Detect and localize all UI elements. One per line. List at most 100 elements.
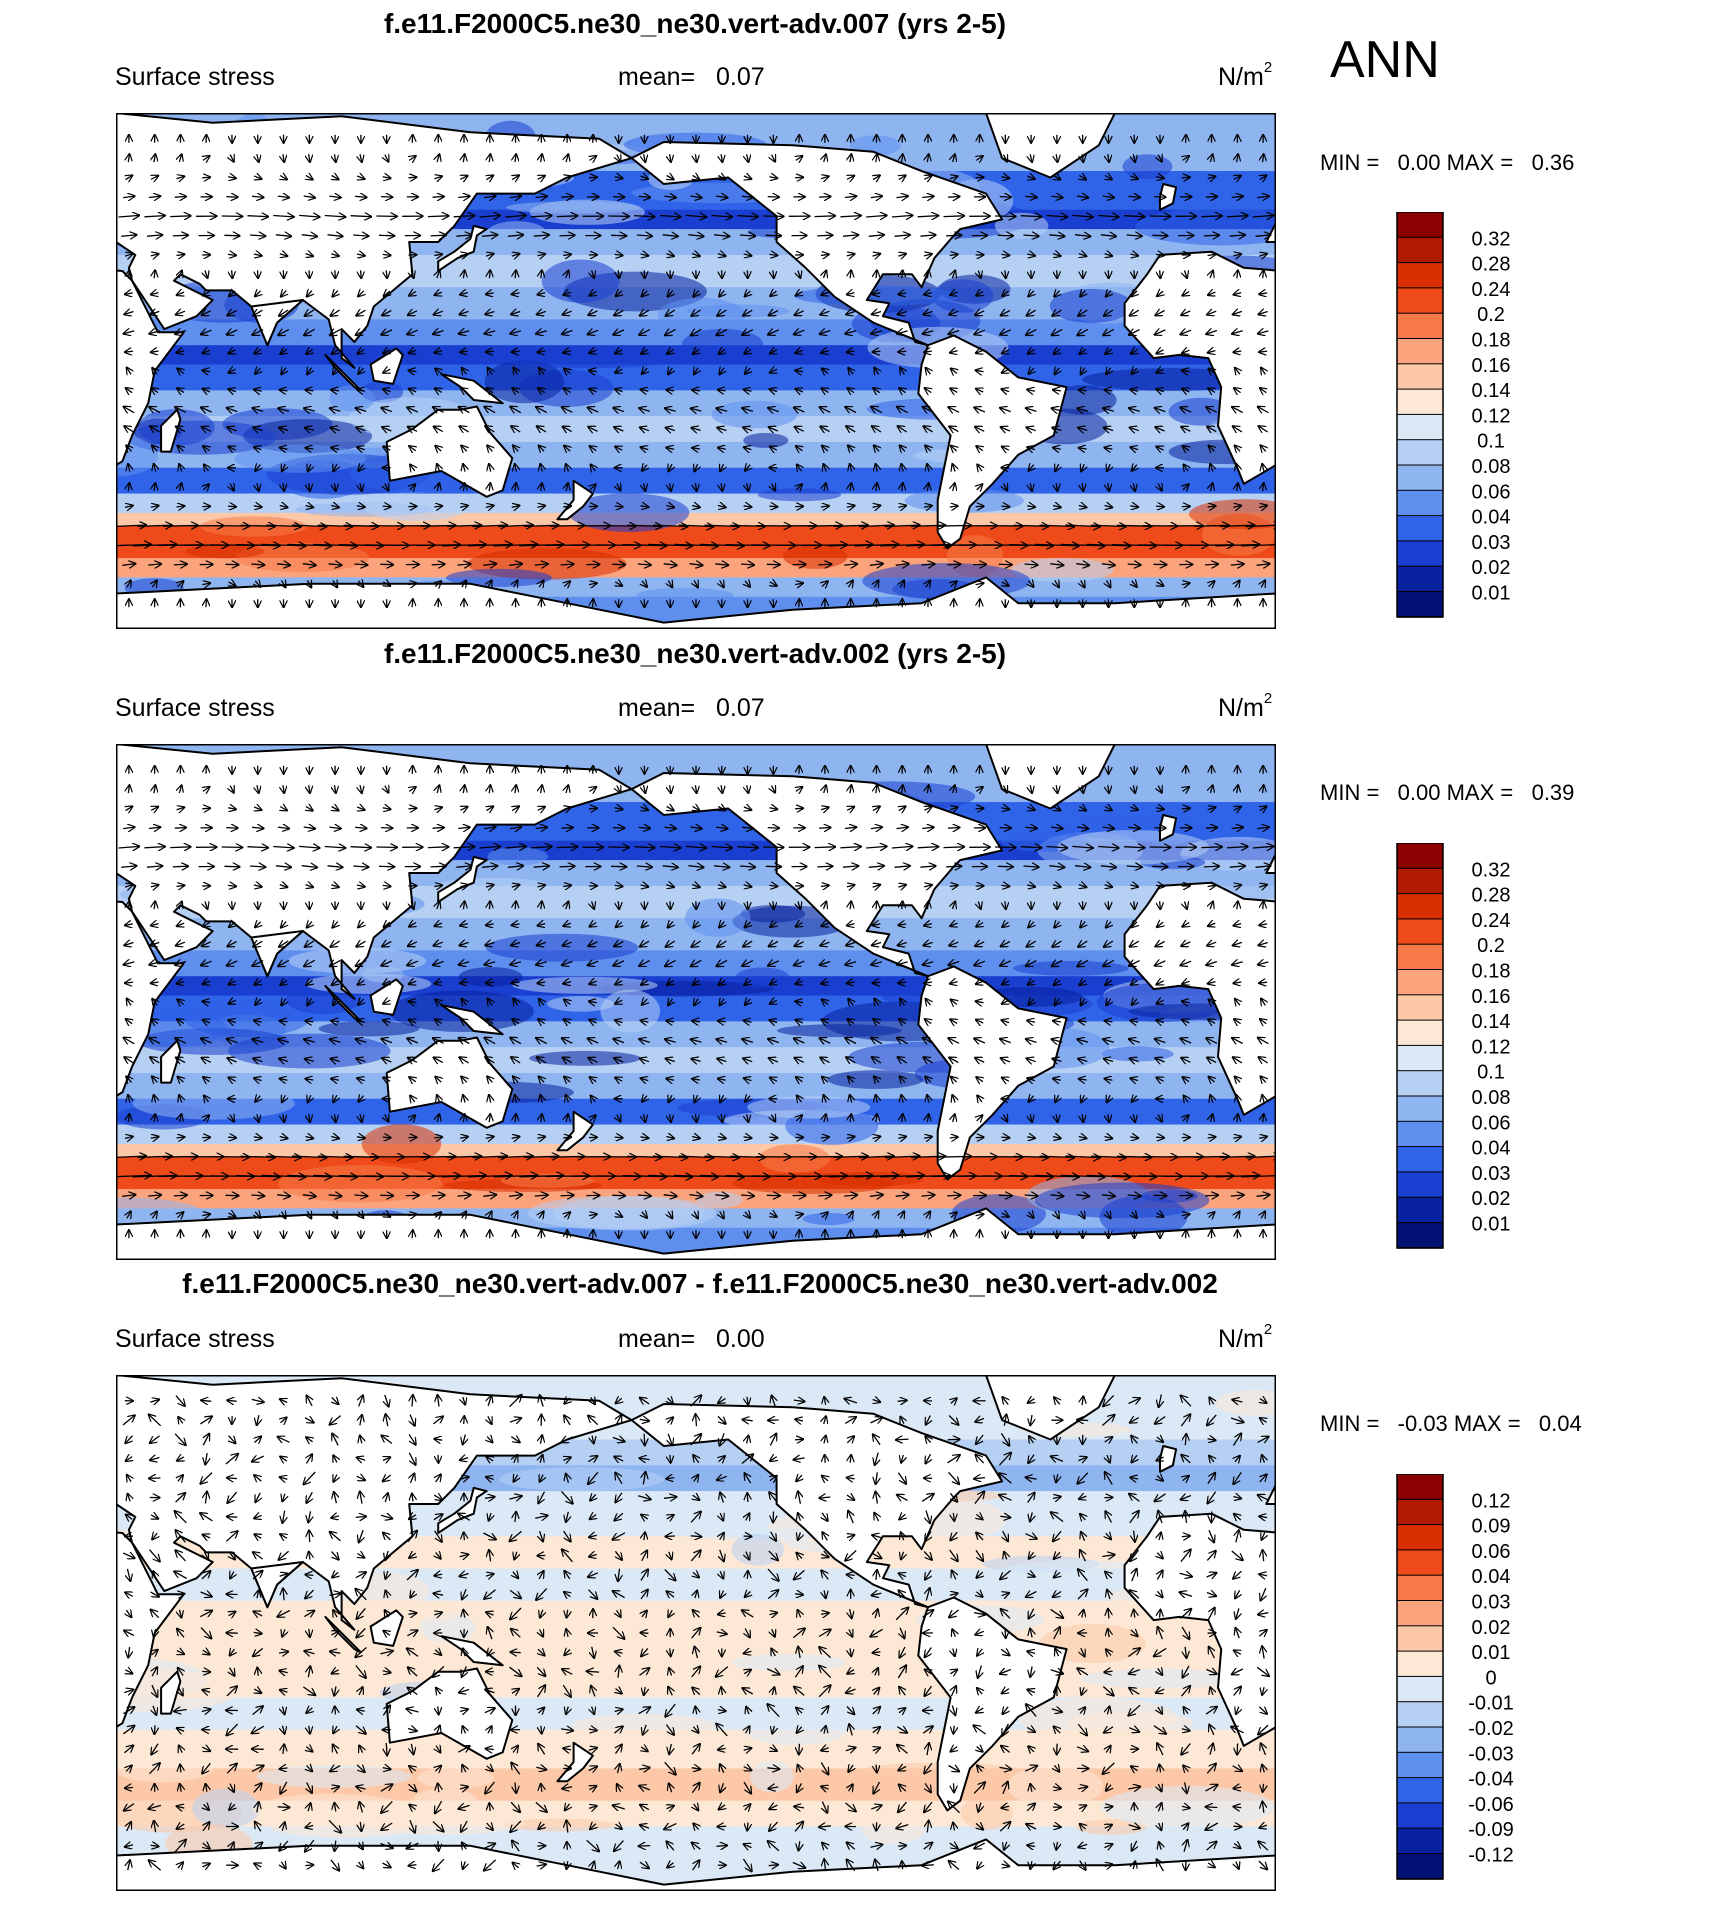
stress-vector [309,1530,310,1543]
colorbar-tick-label: 0.08 [1472,1087,1511,1109]
colorbar-tick-label: 0.1 [1477,431,1505,453]
field-blob [361,1124,442,1164]
colorbar-swatch [1396,1524,1444,1551]
stress-vector [1108,270,1109,278]
stress-vector [332,291,337,297]
stress-vector [258,901,259,909]
stress-vector [1201,847,1222,848]
stress-vector [118,215,140,217]
stress-vector [227,1517,238,1518]
stress-vector [824,271,827,279]
stress-vector [327,235,343,237]
stress-vector [795,311,804,315]
stress-vector [614,311,624,316]
colorbar-tick-label: 0 [1485,1667,1496,1689]
stress-vector [173,564,187,565]
colorbar-tick-label: 0.04 [1472,507,1511,529]
stress-vector [947,564,960,565]
stress-vector [743,254,752,256]
stress-vector [380,828,392,829]
colorbar-tick-label: 0.2 [1477,935,1505,957]
stress-vector [659,216,681,217]
stress-vector [438,1840,439,1851]
stress-vector [670,154,671,162]
stress-vector [460,293,469,295]
stress-vector [335,154,336,162]
stress-vector [306,254,314,257]
field-blob [283,1609,357,1649]
stress-vector [459,254,468,256]
stress-vector [154,1725,155,1734]
colorbar-swatch [1396,1474,1444,1501]
stress-vector [176,176,185,178]
stress-vector [361,270,362,278]
stress-vector [203,292,210,296]
stress-vector [997,235,1013,236]
stress-vector [1158,155,1162,162]
stress-vector [150,254,159,256]
stress-vector [459,311,469,314]
stress-vector [1130,254,1138,256]
stress-vector [714,235,729,237]
stress-vector [618,901,619,909]
stress-vector [463,270,464,279]
field-blob [735,967,790,989]
stress-vector [435,292,442,295]
field-blob [711,400,798,429]
stress-vector [180,1765,181,1773]
stress-vector [692,254,700,257]
stress-vector [412,1395,413,1407]
stress-vector [947,1195,960,1196]
stress-vector [1201,216,1222,217]
stress-vector [335,1706,336,1715]
stress-vector [1031,270,1032,278]
stress-vector [353,235,368,236]
stress-vector [610,235,626,236]
stress-vector [743,1536,752,1537]
stress-vector [281,291,286,297]
stress-vector [588,177,597,178]
stress-vector [431,564,445,565]
stress-vector [1263,901,1264,910]
stress-vector [305,310,315,316]
colorbar-tick-label: 0.06 [1472,1112,1511,1134]
stress-vector [202,177,210,178]
field-blob [446,568,552,587]
stress-vector [1106,291,1111,297]
stress-vector [430,866,446,867]
field-blob [1101,1046,1174,1062]
stress-vector [230,155,234,162]
stress-vector [124,312,134,315]
stress-vector [126,175,133,179]
stress-vector [556,847,578,848]
stress-vector [954,1783,955,1792]
colorbar-swatch [1396,388,1444,416]
stress-vector [590,292,597,296]
stress-vector [953,154,955,163]
stress-vector [1126,235,1142,236]
stress-vector [612,828,624,829]
stress-vector [229,291,235,296]
stress-vector [891,215,913,217]
stress-vector [639,1846,651,1847]
stress-vector [796,156,803,161]
stress-vector [179,271,182,279]
stress-vector [899,175,906,179]
stress-vector [618,270,619,278]
stress-vector [610,866,626,867]
field-blob [827,1744,904,1764]
stress-vector [128,154,129,163]
stress-vector [644,901,645,909]
stress-vector [324,216,346,217]
colorbar-swatch [1396,1751,1444,1779]
stress-vector [975,808,984,809]
stress-vector [1259,254,1267,256]
field-blob [635,587,734,604]
stress-vector [1183,156,1190,161]
field-blob [685,898,751,937]
stress-vector [614,254,623,255]
stress-vector [614,1137,623,1138]
stress-vector [844,196,856,197]
stress-vector [507,235,523,237]
stress-vector [202,808,210,809]
